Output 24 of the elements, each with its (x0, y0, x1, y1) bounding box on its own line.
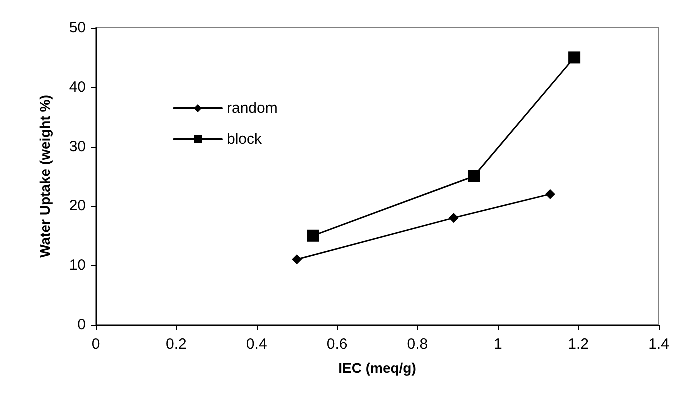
x-tick-label: 1 (494, 336, 502, 353)
y-axis-title: Water Uptake (weight %) (37, 95, 53, 258)
point (292, 254, 302, 265)
x-tick-label: 0.4 (246, 336, 268, 353)
x-tick-label: 0.6 (326, 336, 348, 353)
point (468, 170, 480, 182)
x-axis-title: IEC (meq/g) (338, 360, 416, 376)
x-tick-label: 1.4 (648, 336, 670, 353)
x-tick-label: 1.2 (568, 336, 589, 353)
x-tick-label: 0 (92, 336, 100, 353)
y-tick-label: 50 (69, 20, 86, 36)
y-tick-label: 40 (69, 78, 86, 96)
legend-label: block (227, 131, 263, 148)
y-tick-label: 0 (78, 316, 86, 334)
y-tick-label: 20 (69, 198, 86, 215)
x-tick-label: 0.8 (407, 336, 428, 353)
point (545, 189, 556, 200)
point (448, 213, 459, 224)
y-tick-label: 10 (69, 257, 86, 274)
point (307, 230, 320, 242)
x-tick-label: 0.2 (166, 336, 187, 353)
y-tick-label: 30 (69, 138, 86, 156)
legend-label: random (227, 100, 278, 117)
point (568, 52, 581, 64)
